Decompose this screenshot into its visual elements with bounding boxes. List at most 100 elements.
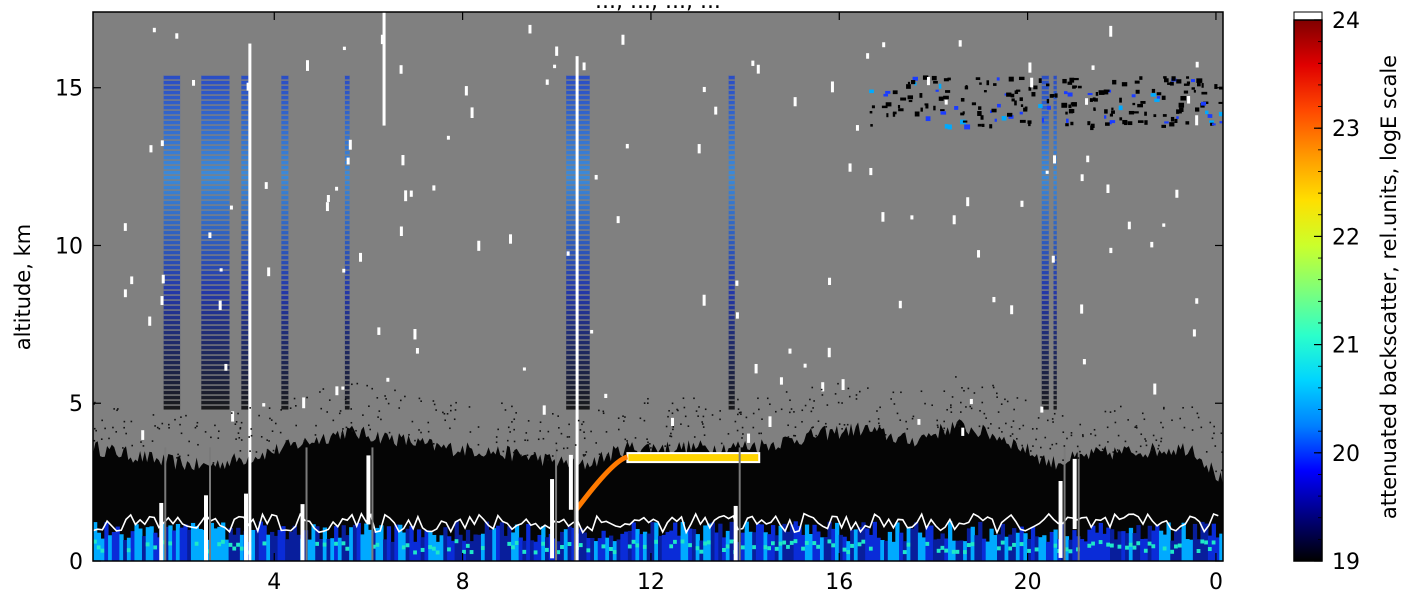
dark-speck [314,434,317,436]
dark-speck [622,415,624,417]
dark-speck [1160,440,1162,443]
dark-speck [858,390,861,393]
cloud-speck [1111,107,1114,111]
dark-speck [960,401,962,404]
surface-layer-contour [93,511,1219,535]
cloud-speck [1176,79,1182,84]
dark-speck [450,404,452,407]
dark-speck [877,418,880,420]
dark-speck [920,390,923,393]
surface-layer-segment [853,529,859,561]
dark-speck [740,413,742,416]
dark-speck [180,432,183,435]
surface-layer-peak [936,548,941,553]
white-speck [231,411,235,422]
dark-speck [268,440,270,442]
cloud-speck [1179,107,1184,112]
surface-layer-segment [1155,525,1160,561]
dark-speck [1035,427,1038,430]
dark-speck [634,437,637,439]
cloud-speck [994,118,997,122]
x-tick-label: 20 [1014,570,1042,595]
surface-layer-segment [496,525,501,561]
dark-speck [194,426,197,429]
surface-layer-segment [1004,536,1009,561]
dark-speck [115,431,118,433]
surface-layer-peak [1125,545,1130,550]
dark-speck [672,428,674,431]
surface-layer-segment [1079,539,1085,561]
dark-speck [443,412,446,415]
surface-layer-peak [153,545,158,550]
cloud-speck [1065,111,1068,115]
surface-layer-segment [1113,539,1119,561]
cloud-speck [1161,95,1166,100]
dark-speck [319,391,321,393]
surface-layer-peak [740,545,746,550]
cloud-speck [1167,82,1174,85]
cloud-speck [983,90,987,93]
dark-speck [306,396,308,399]
dark-speck [1119,405,1122,408]
surface-layer-peak [767,546,772,551]
dark-speck [820,388,823,391]
dark-speck [274,422,277,425]
dark-speck [683,406,686,409]
cloud-speck [910,80,916,85]
surface-layer-segment [164,526,169,561]
surface-layer-segment [755,523,761,561]
dark-speck [821,394,824,396]
surface-layer-peak [842,547,847,552]
noise-column [728,75,735,410]
white-speck [1091,65,1095,70]
dark-speck [1098,444,1101,447]
surface-layer-peak [1200,539,1205,544]
x-tick-label: 8 [456,570,470,595]
dark-speck [495,441,498,444]
dark-speck [1157,447,1159,450]
surface-layer-segment [149,526,154,561]
dark-speck [793,434,795,437]
surface-layer-segment [597,538,602,561]
dark-speck [595,442,597,444]
surface-layer-peak [345,546,350,551]
dark-speck [279,431,282,434]
dark-speck [671,402,674,405]
dark-speck [643,419,646,422]
dark-speck [513,418,516,421]
dark-speck [605,431,608,433]
surface-layer-segment [895,522,900,561]
surface-layer-segment [157,537,162,561]
surface-layer-peak [778,541,783,546]
white-speck [342,268,346,273]
dark-speck [760,432,762,435]
cloud-speck [925,116,931,122]
dark-speck [1053,412,1056,415]
surface-layer-segment [398,524,403,561]
surface-layer-peak [1177,543,1183,548]
white-speck [1030,77,1034,88]
dark-speck [682,397,685,400]
dark-speck [1135,450,1138,453]
dark-speck [1090,433,1092,435]
dark-speck [1114,421,1117,424]
gap-column [1058,481,1063,558]
surface-layer-peak [413,550,418,555]
surface-layer-peak [462,549,467,554]
white-speck [1085,98,1089,105]
dark-speck [187,454,190,457]
cloud-speck [1200,101,1207,106]
dark-speck [602,410,605,413]
dark-speck [93,427,96,430]
cloud-speck [1041,117,1044,123]
dark-speck [843,424,846,426]
surface-layer-peak [206,549,211,554]
surface-layer-segment [921,537,926,561]
dark-speck [1171,419,1173,422]
y-axis: 0 5 10 15 [55,77,1223,575]
surface-layer-segment [1045,541,1051,561]
dark-speck [899,419,902,421]
cloud-speck [990,110,993,114]
dark-speck [789,399,791,402]
dark-speck [537,438,540,441]
